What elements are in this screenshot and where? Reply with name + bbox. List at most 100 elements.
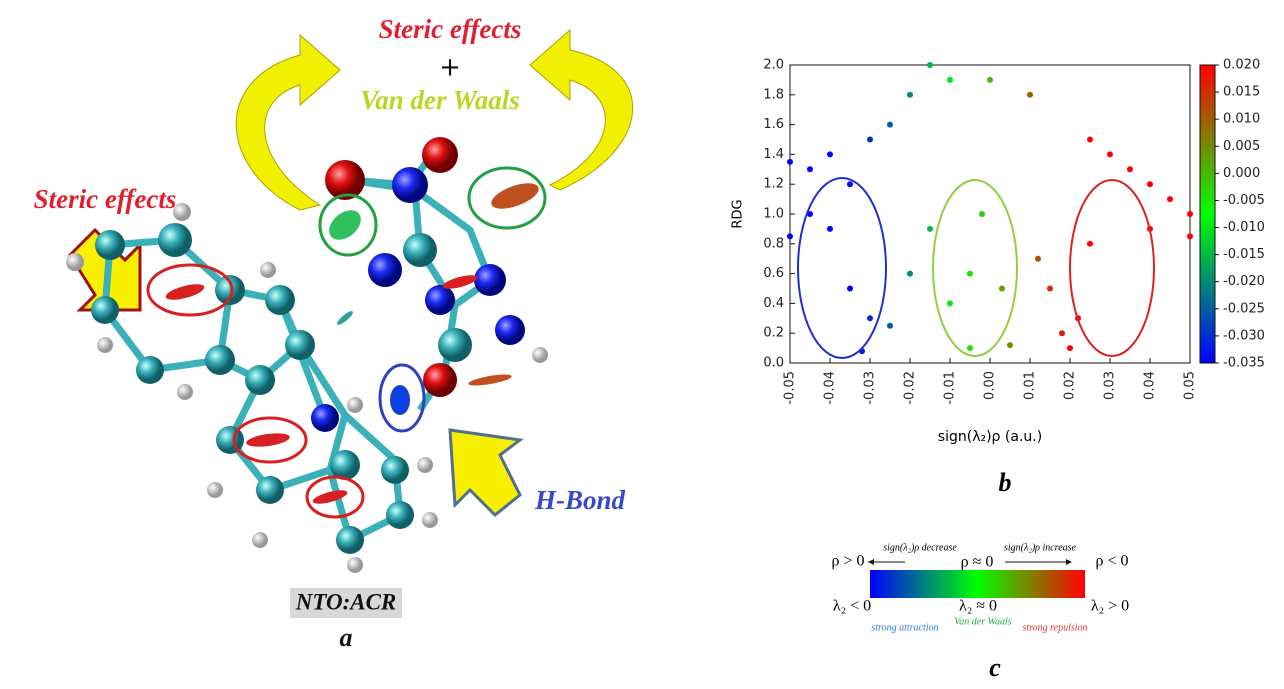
point xyxy=(967,345,973,352)
point xyxy=(979,211,985,217)
colorbar-tick-label: 0.015 xyxy=(1223,85,1260,100)
point xyxy=(1107,151,1113,158)
y-tick-label: 1.2 xyxy=(763,177,784,192)
legend-text: ρ < 0 xyxy=(1095,553,1128,570)
point xyxy=(867,315,873,322)
point xyxy=(1067,345,1073,352)
annotation: + xyxy=(439,53,461,83)
point xyxy=(1047,285,1053,292)
x-tick-label: -0.03 xyxy=(863,371,878,405)
point xyxy=(887,121,893,128)
point xyxy=(927,62,933,68)
point xyxy=(947,300,953,307)
arrow xyxy=(235,33,341,211)
point xyxy=(787,233,793,240)
point xyxy=(847,285,853,292)
y-tick-label: 0.0 xyxy=(763,356,784,371)
panel-label: c xyxy=(989,653,1001,682)
colorbar-tick-label: -0.035 xyxy=(1223,356,1265,371)
colorbar-tick-label: -0.010 xyxy=(1223,220,1265,235)
annotation-ellipse xyxy=(932,179,1018,357)
annotation: Steric effects xyxy=(34,184,177,214)
x-tick-label: 0.02 xyxy=(1063,371,1078,400)
y-tick-label: 0.4 xyxy=(763,296,784,311)
molecule xyxy=(66,28,634,573)
label-background xyxy=(290,588,402,618)
x-tick-label: 0.00 xyxy=(983,371,998,400)
x-tick-label: 0.04 xyxy=(1143,371,1158,400)
y-tick-label: 1.4 xyxy=(763,147,784,162)
x-tick-label: -0.02 xyxy=(903,371,918,405)
colorbar-tick-label: 0.020 xyxy=(1223,58,1260,73)
point xyxy=(867,136,873,143)
x-tick-label: -0.05 xyxy=(783,371,798,405)
point xyxy=(1027,91,1033,98)
colorbar-tick-label: -0.025 xyxy=(1223,301,1265,316)
point xyxy=(1127,166,1133,173)
colorbar-tick-label: 0.000 xyxy=(1223,166,1260,181)
legend-text: sign(λ₂)ρ decrease xyxy=(883,542,957,553)
system-label: NTO:ACR xyxy=(295,589,397,614)
point xyxy=(847,181,853,188)
colorbar xyxy=(1199,64,1216,364)
legend-text: sign(λ₂)ρ increase xyxy=(1004,542,1077,553)
legend-text: λ₂ > 0 xyxy=(1091,598,1129,615)
point xyxy=(1147,181,1153,188)
point xyxy=(907,270,913,277)
panel-label: b xyxy=(999,468,1012,497)
point xyxy=(1035,255,1041,262)
y-axis-label: RDG xyxy=(731,199,746,228)
colorbar-tick-label: -0.020 xyxy=(1223,274,1265,289)
y-tick-label: 1.6 xyxy=(763,117,784,132)
color-scale xyxy=(870,570,1085,598)
point xyxy=(827,225,833,232)
colorbar-tick-label: -0.005 xyxy=(1223,193,1265,208)
point xyxy=(999,285,1005,292)
legend-text: strong repulsion xyxy=(1022,622,1087,633)
point xyxy=(967,270,973,277)
legend-text: λ₂ < 0 xyxy=(833,598,871,615)
rdg-plot: 0.0 0.2 0.4 0.6 0.8 1.0 1.2 1.4 1.6 1.8 2.0 -0.05 -0… xyxy=(763,58,1265,405)
y-tick-label: 2.0 xyxy=(763,58,784,73)
plot-area xyxy=(789,64,1191,364)
point xyxy=(787,158,793,165)
x-tick-label: 0.05 xyxy=(1183,371,1198,400)
y-tick-label: 1.8 xyxy=(763,87,784,102)
x-axis-label: sign(λ₂)ρ (a.u.) xyxy=(938,429,1042,445)
y-tick-label: 1.0 xyxy=(763,207,784,222)
point xyxy=(927,225,933,232)
colorbar-tick-label: -0.015 xyxy=(1223,247,1265,262)
point xyxy=(987,76,993,83)
x-tick-label: -0.04 xyxy=(823,371,838,405)
y-tick-label: 0.8 xyxy=(763,236,784,251)
annotation: Van der Waals xyxy=(360,85,520,115)
point xyxy=(827,151,833,158)
y-tick-label: 0.2 xyxy=(763,326,784,341)
point xyxy=(1007,342,1013,349)
annotation-ellipse xyxy=(1069,179,1155,357)
annotation-ellipse xyxy=(797,177,887,359)
y-tick-label: 0.6 xyxy=(763,266,784,281)
point xyxy=(807,211,813,217)
point xyxy=(1187,211,1193,217)
legend-text: strong attraction xyxy=(871,622,938,633)
point xyxy=(1167,196,1173,203)
x-tick-label: 0.03 xyxy=(1103,371,1118,400)
point xyxy=(1087,240,1093,247)
annotation: Steric effects xyxy=(379,14,522,44)
legend-text: ρ ≈ 0 xyxy=(961,554,994,571)
point xyxy=(947,76,953,83)
point xyxy=(887,322,893,329)
panel-label: a xyxy=(340,623,353,652)
annotation: H-Bond xyxy=(534,485,626,515)
legend-text: λ₂ ≈ 0 xyxy=(959,598,997,615)
arrow xyxy=(529,28,634,191)
point xyxy=(907,91,913,98)
x-tick-label: -0.01 xyxy=(943,371,958,405)
legend-text: Van der Waals xyxy=(954,616,1012,627)
point xyxy=(807,166,813,173)
legend-text: ρ > 0 xyxy=(831,553,864,570)
point xyxy=(1087,136,1093,143)
colorbar-tick-label: 0.010 xyxy=(1223,112,1260,127)
